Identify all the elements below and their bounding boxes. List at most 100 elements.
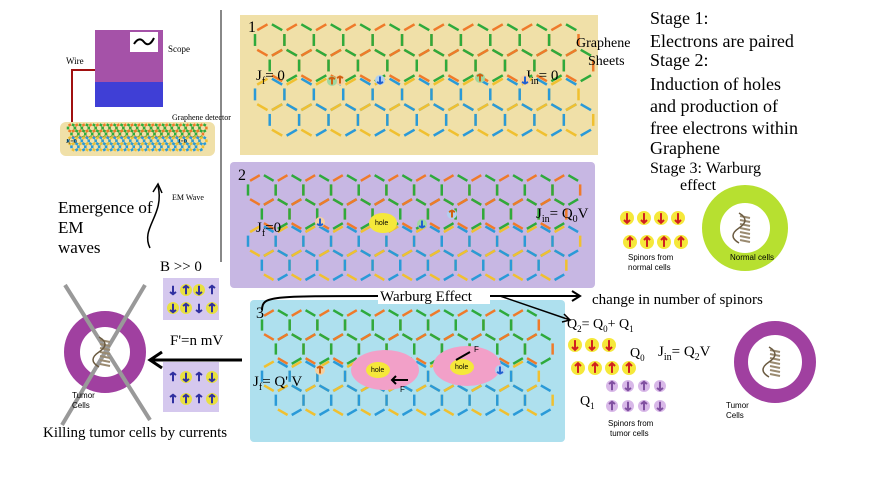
spin-arrow <box>208 393 216 404</box>
dna-rung <box>769 365 781 369</box>
bond <box>71 142 76 146</box>
bond <box>85 142 89 146</box>
bond <box>192 136 197 140</box>
bond <box>403 103 416 112</box>
bond <box>540 225 552 234</box>
label: Normal cells <box>730 253 774 262</box>
bond <box>565 128 577 137</box>
bond <box>88 123 93 127</box>
bond <box>112 148 117 152</box>
bond <box>277 360 289 369</box>
bond <box>92 136 96 140</box>
bond <box>359 48 372 57</box>
bond <box>565 77 577 86</box>
bond <box>387 198 399 206</box>
bond <box>346 408 358 417</box>
bond <box>168 129 172 133</box>
bond <box>332 273 344 282</box>
spin-arrow <box>182 393 190 404</box>
bond <box>388 74 401 83</box>
bond <box>67 142 72 146</box>
bond <box>344 23 357 32</box>
bond <box>498 357 510 365</box>
spin-arrow <box>656 381 664 392</box>
bond <box>332 408 344 417</box>
bond <box>332 360 344 369</box>
bond <box>418 48 430 57</box>
bond <box>175 129 179 133</box>
bond <box>185 123 190 127</box>
spin-arrow <box>208 284 216 295</box>
current: Jf=0 <box>256 220 281 239</box>
bond <box>263 249 275 258</box>
bond <box>540 408 552 417</box>
bond <box>470 249 482 258</box>
bond <box>126 123 131 127</box>
bond <box>415 309 427 317</box>
bond <box>154 148 159 152</box>
bond <box>188 136 193 140</box>
bond <box>175 136 179 140</box>
dna-strand <box>762 346 776 378</box>
bond <box>418 74 430 83</box>
bond <box>360 309 372 317</box>
bond <box>512 333 524 341</box>
bond <box>185 142 190 146</box>
bond <box>330 48 342 57</box>
bond <box>521 23 533 32</box>
bond <box>540 333 552 341</box>
bond <box>150 148 155 152</box>
bond <box>304 333 316 341</box>
bond <box>418 77 430 86</box>
bond <box>99 136 103 140</box>
bond <box>285 128 298 137</box>
dna-rung <box>769 361 781 365</box>
bond <box>256 77 269 86</box>
bond <box>374 23 386 32</box>
spin-arrow <box>674 213 682 225</box>
bond <box>470 222 482 230</box>
bond <box>109 129 114 133</box>
bond <box>171 148 176 152</box>
bond <box>388 77 401 86</box>
bond <box>447 128 460 137</box>
spin-arrow <box>625 361 633 373</box>
bond <box>462 48 474 57</box>
bond <box>457 225 468 234</box>
bond <box>202 129 207 133</box>
bond <box>175 142 179 146</box>
bond <box>550 128 563 137</box>
bond <box>553 249 565 258</box>
bond <box>290 249 302 258</box>
bond <box>74 142 79 146</box>
bond <box>175 123 179 127</box>
bond <box>74 136 79 140</box>
bond <box>415 357 427 365</box>
label: hole <box>375 220 388 227</box>
bond <box>95 123 100 127</box>
bond <box>202 142 207 146</box>
bond <box>71 148 76 152</box>
bond <box>116 148 121 152</box>
bond <box>512 408 524 417</box>
bond <box>374 103 386 112</box>
bond <box>300 23 313 32</box>
spin-arrow <box>588 340 596 352</box>
bond <box>565 103 577 112</box>
bond <box>506 77 519 86</box>
bond <box>415 249 427 258</box>
bond <box>85 148 89 152</box>
signal <box>133 37 155 46</box>
bond <box>199 136 204 140</box>
bond <box>462 77 474 86</box>
bond <box>199 129 204 133</box>
bond <box>78 148 82 152</box>
label: J=0 <box>178 139 187 145</box>
bond <box>154 136 159 140</box>
bond <box>123 129 127 133</box>
force-arrow <box>455 351 471 361</box>
bond <box>344 103 357 112</box>
spin-arrow <box>608 380 616 391</box>
bond <box>130 123 134 127</box>
bond <box>318 273 330 282</box>
